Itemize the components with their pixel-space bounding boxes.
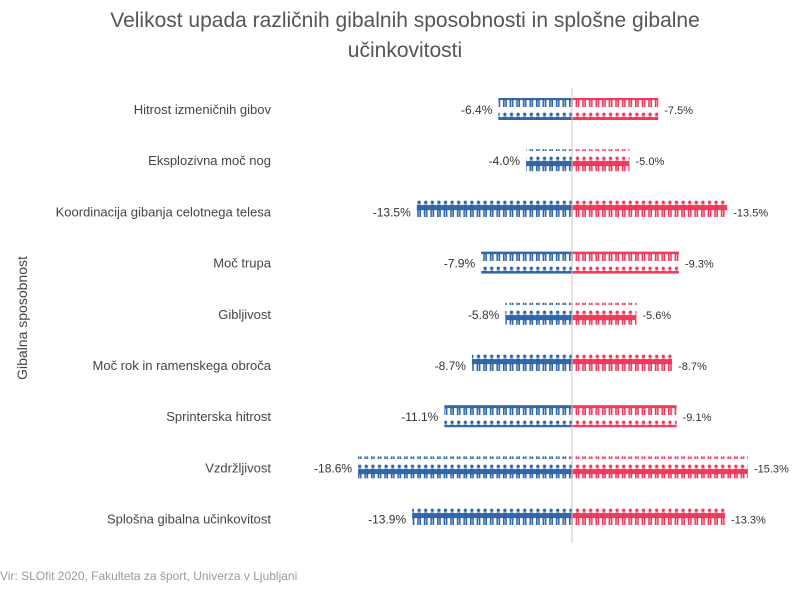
bar-left [471, 354, 572, 376]
data-label-left: -13.9% [368, 513, 406, 527]
data-label-right: -15.3% [754, 463, 789, 475]
bar-left [505, 302, 572, 325]
category-label: Moč trupa [213, 256, 272, 271]
data-label-left: -8.7% [435, 359, 467, 373]
bar-left [412, 507, 572, 530]
category-label: Splošna gibalna učinkovitost [107, 512, 271, 527]
bar-left [498, 98, 572, 120]
bar-left [481, 251, 572, 274]
data-label-left: -13.5% [373, 205, 411, 219]
bar-left [416, 200, 572, 223]
chart-title-line2: učinkovitosti [347, 39, 463, 62]
bar-right [572, 251, 679, 274]
data-label-right: -7.5% [664, 105, 693, 117]
data-label-left: -7.9% [444, 257, 476, 271]
data-label-right: -8.7% [678, 361, 707, 373]
category-label: Moč rok in ramenskega obroča [93, 358, 272, 373]
category-label: Vzdržljivost [205, 460, 271, 475]
bar-right [572, 98, 659, 120]
bar-right [572, 302, 637, 325]
category-label: Koordinacija gibanja celotnega telesa [56, 204, 272, 219]
bar-left [358, 456, 572, 479]
source-note: Vir: SLOfit 2020, Fakulteta za šport, Un… [0, 569, 298, 583]
data-label-right: -5.6% [642, 310, 671, 322]
bar-right [572, 507, 725, 530]
data-label-left: -6.4% [461, 103, 493, 117]
bar-right [572, 200, 728, 223]
bar-right [572, 354, 673, 376]
data-label-right: -13.5% [733, 207, 768, 219]
chart-title-line1: Velikost upada različnih gibalnih sposob… [110, 9, 700, 32]
bar-left [444, 405, 572, 428]
category-label: Gibljivost [218, 307, 271, 322]
bar-right [572, 149, 630, 172]
data-label-right: -13.3% [731, 515, 766, 527]
bar-left [526, 149, 572, 172]
chart-title: Velikost upada različnih gibalnih sposob… [0, 6, 810, 66]
data-label-right: -9.3% [685, 259, 714, 271]
data-label-left: -4.0% [489, 154, 521, 168]
bar-right [572, 456, 748, 479]
data-label-right: -9.1% [683, 412, 712, 424]
data-label-left: -18.6% [314, 461, 352, 475]
bar-right [572, 405, 677, 428]
data-label-left: -11.1% [401, 410, 438, 424]
data-label-right: -5.0% [636, 156, 665, 168]
data-label-left: -5.8% [468, 308, 500, 322]
category-label: Hitrost izmeničnih gibov [134, 102, 272, 117]
category-label: Eksplozivna moč nog [148, 153, 271, 168]
category-label: Sprinterska hitrost [166, 409, 271, 424]
